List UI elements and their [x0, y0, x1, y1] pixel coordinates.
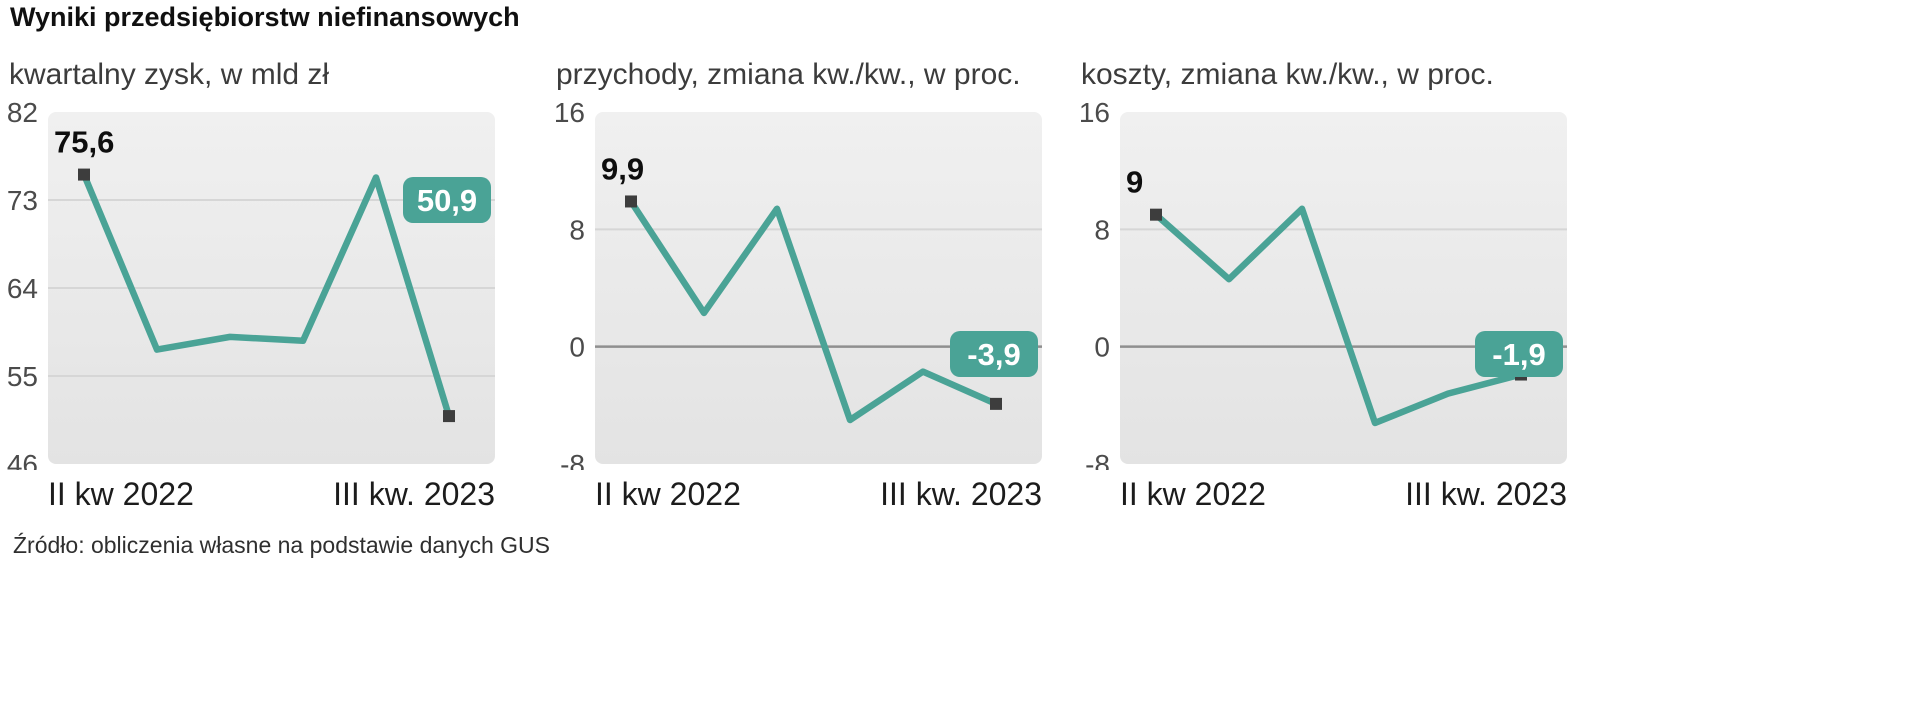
x-label-right: III kw. 2023: [880, 476, 1042, 512]
last-point-marker: [443, 410, 455, 423]
chart-subtitle: kwartalny zysk, w mld zł: [9, 58, 330, 91]
x-label-right: III kw. 2023: [333, 476, 495, 512]
data-line: [1152, 205, 1525, 427]
y-tick-label: 0: [1094, 332, 1110, 363]
first-value-label: 9: [1126, 165, 1143, 200]
y-tick-label: 55: [7, 361, 38, 392]
chart-panel: przychody, zmiana kw./kw., w proc. 16 8 0 -8…: [547, 52, 1042, 513]
y-tick-label: 16: [1079, 102, 1110, 128]
x-label-left: II kw 2022: [48, 476, 194, 512]
y-tick-label: 0: [569, 332, 585, 363]
y-tick-label: 46: [7, 449, 38, 470]
y-tick-label: 64: [7, 273, 38, 304]
source-note: Źródło: obliczenia własne na podstawie d…: [13, 532, 550, 558]
last-value-label: -1,9: [1492, 337, 1545, 372]
x-label-left: II kw 2022: [595, 476, 741, 512]
first-value-label: 75,6: [54, 125, 114, 160]
data-line: [80, 171, 453, 420]
first-point-marker: [625, 195, 637, 208]
y-tick-label: 73: [7, 185, 38, 216]
x-label-left: II kw 2022: [1120, 476, 1266, 512]
chart-subtitle: przychody, zmiana kw./kw., w proc.: [556, 58, 1021, 91]
y-tick-label: 8: [569, 214, 585, 245]
last-value-badge: [403, 177, 491, 223]
data-line: [627, 198, 1000, 424]
last-value-badge: [950, 331, 1038, 377]
y-tick-label: -8: [560, 449, 585, 470]
first-point-marker: [78, 168, 90, 181]
y-tick-label: 8: [1094, 214, 1110, 245]
chart-canvas: 16 8 0 -8 9,9 -3,9: [554, 102, 1042, 470]
first-point-marker: [1150, 208, 1162, 221]
last-point-marker: [990, 397, 1002, 410]
y-tick-label: 16: [554, 102, 585, 128]
plot-area: [595, 112, 1042, 464]
x-label-right: III kw. 2023: [1405, 476, 1567, 512]
last-value-label: -3,9: [967, 337, 1020, 372]
chart-canvas: 16 8 0 -8 9 -1,9: [1079, 102, 1567, 470]
plot-area: [1120, 112, 1567, 464]
last-value-badge: [1475, 331, 1563, 377]
first-value-label: 9,9: [601, 151, 644, 186]
chart-canvas: 82 73 64 55 46 75,6 50,9: [7, 102, 495, 470]
chart-panel: kwartalny zysk, w mld zł 82 73 64 55 46 75,6 50…: [0, 52, 495, 513]
x-axis-labels: II kw 2022 III kw. 2023: [595, 476, 1042, 513]
x-axis-labels: II kw 2022 III kw. 2023: [48, 476, 495, 513]
y-tick-label: -8: [1085, 449, 1110, 470]
y-tick-label: 82: [7, 102, 38, 128]
page-title: Wyniki przedsiębiorstw niefinansowych: [10, 2, 520, 32]
last-value-label: 50,9: [417, 183, 477, 218]
x-axis-labels: II kw 2022 III kw. 2023: [1120, 476, 1567, 513]
chart-panel: koszty, zmiana kw./kw., w proc. 16 8 0 -8 9 -1…: [1072, 52, 1567, 513]
chart-subtitle: koszty, zmiana kw./kw., w proc.: [1081, 58, 1494, 91]
